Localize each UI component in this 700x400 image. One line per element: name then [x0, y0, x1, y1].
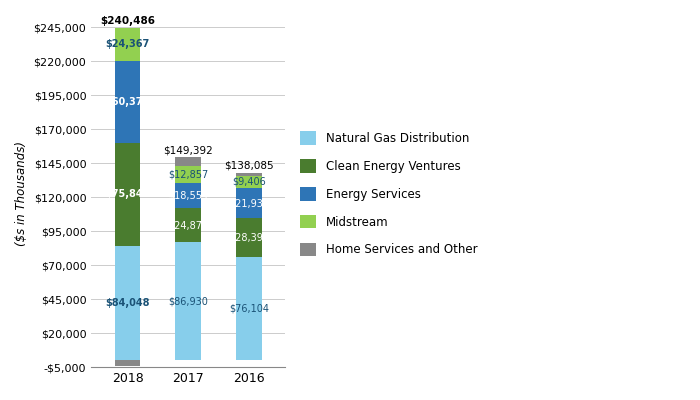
Text: $60,378: $60,378: [106, 97, 150, 107]
Bar: [176, 242, 201, 360]
Bar: [236, 172, 262, 176]
Bar: [236, 176, 262, 188]
Bar: [115, 61, 140, 143]
Text: $75,849: $75,849: [106, 190, 150, 200]
Text: $240,486: $240,486: [100, 16, 155, 26]
Bar: [115, 28, 140, 61]
Bar: [236, 188, 262, 218]
Bar: [176, 157, 201, 166]
Text: $28,393: $28,393: [229, 232, 269, 242]
Bar: [236, 218, 262, 257]
Legend: Natural Gas Distribution, Clean Energy Ventures, Energy Services, Midstream, Hom: Natural Gas Distribution, Clean Energy V…: [295, 126, 482, 261]
Text: $24,873: $24,873: [168, 220, 208, 230]
Bar: [115, 143, 140, 246]
Text: $149,392: $149,392: [163, 145, 213, 155]
Bar: [115, 246, 140, 360]
Text: $76,104: $76,104: [229, 304, 269, 314]
Text: $138,085: $138,085: [224, 160, 274, 170]
Text: $84,048: $84,048: [105, 298, 150, 308]
Text: $12,857: $12,857: [168, 169, 209, 179]
Bar: [176, 183, 201, 208]
Text: $21,934: $21,934: [229, 198, 269, 208]
Bar: [236, 257, 262, 360]
Y-axis label: ($s in Thousands): ($s in Thousands): [15, 141, 28, 246]
Bar: [115, 360, 140, 366]
Text: $9,406: $9,406: [232, 177, 266, 187]
Bar: [176, 208, 201, 242]
Text: $24,367: $24,367: [106, 39, 150, 49]
Text: $18,554: $18,554: [168, 191, 208, 201]
Text: $86,930: $86,930: [168, 296, 208, 306]
Bar: [176, 166, 201, 183]
